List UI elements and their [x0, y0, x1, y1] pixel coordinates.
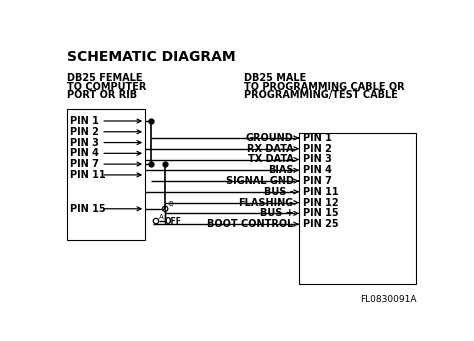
Text: PIN 1: PIN 1: [303, 133, 332, 143]
Text: DB25 MALE: DB25 MALE: [244, 73, 306, 83]
Text: PIN 4: PIN 4: [303, 165, 332, 175]
Text: PIN 15: PIN 15: [303, 208, 338, 218]
Text: TO COMPUTER: TO COMPUTER: [66, 82, 146, 92]
Text: A: A: [159, 213, 164, 220]
Text: TX DATA: TX DATA: [248, 154, 294, 164]
Text: SIGNAL GND: SIGNAL GND: [226, 176, 294, 186]
Text: TO PROGRAMMING CABLE OR: TO PROGRAMMING CABLE OR: [244, 82, 404, 92]
Text: DB25 FEMALE: DB25 FEMALE: [66, 73, 142, 83]
Text: PIN 7: PIN 7: [303, 176, 332, 186]
Bar: [299, 133, 416, 284]
Text: B: B: [168, 201, 173, 207]
Text: PIN 4: PIN 4: [70, 148, 99, 158]
Text: FL0830091A: FL0830091A: [360, 295, 416, 304]
Bar: [66, 109, 145, 240]
Text: PIN 2: PIN 2: [70, 127, 99, 137]
Text: BUS +: BUS +: [260, 208, 294, 218]
Text: BIAS: BIAS: [268, 165, 294, 175]
Text: OFF: OFF: [164, 217, 182, 226]
Text: PIN 15: PIN 15: [70, 204, 105, 214]
Text: RX DATA: RX DATA: [247, 144, 294, 154]
Text: PORT OR RIB: PORT OR RIB: [66, 90, 137, 100]
Text: BUS -: BUS -: [264, 187, 294, 197]
Text: BOOT CONTROL: BOOT CONTROL: [207, 219, 294, 229]
Text: PIN 7: PIN 7: [70, 159, 99, 169]
Text: PIN 11: PIN 11: [70, 170, 105, 180]
Text: GROUND: GROUND: [246, 133, 294, 143]
Text: PIN 3: PIN 3: [303, 154, 332, 164]
Text: PROGRAMMING/TEST CABLE: PROGRAMMING/TEST CABLE: [244, 90, 398, 100]
Text: PIN 3: PIN 3: [70, 137, 99, 148]
Text: PIN 2: PIN 2: [303, 144, 332, 154]
Text: SCHEMATIC DIAGRAM: SCHEMATIC DIAGRAM: [66, 50, 235, 64]
Text: PIN 11: PIN 11: [303, 187, 338, 197]
Text: PIN 12: PIN 12: [303, 198, 338, 208]
Text: PIN 1: PIN 1: [70, 116, 99, 126]
Text: PIN 25: PIN 25: [303, 219, 338, 229]
Text: FLASHING: FLASHING: [238, 198, 294, 208]
